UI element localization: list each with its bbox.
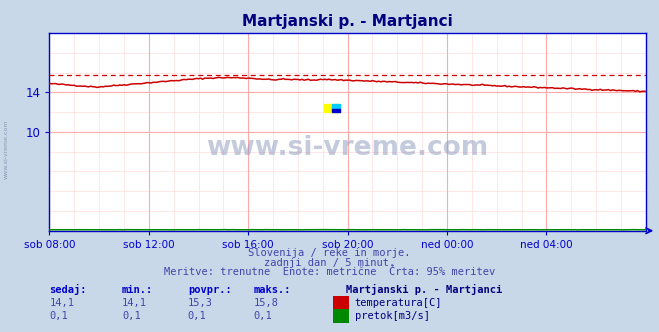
Text: 14,1: 14,1 <box>122 298 147 308</box>
Text: temperatura[C]: temperatura[C] <box>355 298 442 308</box>
Text: 0,1: 0,1 <box>49 311 68 321</box>
Bar <box>332 104 341 110</box>
Text: min.:: min.: <box>122 285 153 295</box>
Text: Martjanski p. - Martjanci: Martjanski p. - Martjanci <box>346 284 502 295</box>
Text: 0,1: 0,1 <box>254 311 272 321</box>
Text: pretok[m3/s]: pretok[m3/s] <box>355 311 430 321</box>
Text: zadnji dan / 5 minut.: zadnji dan / 5 minut. <box>264 258 395 268</box>
Title: Martjanski p. - Martjanci: Martjanski p. - Martjanci <box>243 14 453 29</box>
Bar <box>332 110 341 112</box>
Text: sedaj:: sedaj: <box>49 284 87 295</box>
Text: Meritve: trenutne  Enote: metrične  Črta: 95% meritev: Meritve: trenutne Enote: metrične Črta: … <box>164 267 495 277</box>
Text: 15,8: 15,8 <box>254 298 279 308</box>
Bar <box>324 104 341 112</box>
Text: 0,1: 0,1 <box>122 311 140 321</box>
Text: 0,1: 0,1 <box>188 311 206 321</box>
Text: www.si-vreme.com: www.si-vreme.com <box>206 135 489 161</box>
Text: 14,1: 14,1 <box>49 298 74 308</box>
Text: maks.:: maks.: <box>254 285 291 295</box>
Text: Slovenija / reke in morje.: Slovenija / reke in morje. <box>248 248 411 258</box>
Text: 15,3: 15,3 <box>188 298 213 308</box>
Text: www.si-vreme.com: www.si-vreme.com <box>4 120 9 179</box>
Text: povpr.:: povpr.: <box>188 285 231 295</box>
